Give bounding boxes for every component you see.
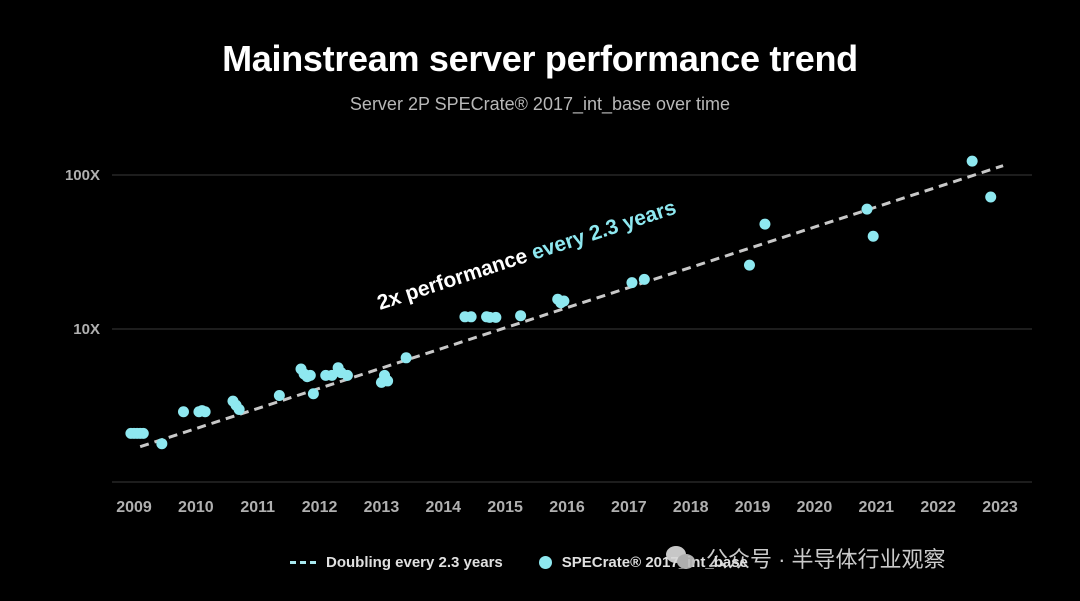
point-layer [125,155,997,450]
data-point [558,295,570,307]
x-tick-label: 2021 [858,499,894,516]
legend: Doubling every 2.3 years SPECrate® 2017_… [290,550,784,574]
data-point [137,427,149,439]
y-tick-label: 10X [73,321,100,338]
data-point [515,310,527,322]
x-tick-label: 2023 [982,499,1018,516]
data-point [177,406,189,418]
data-point [759,218,771,230]
dot-icon [538,555,552,569]
x-tick-label: 2017 [611,499,647,516]
data-point [638,273,650,285]
x-tick-label: 2018 [673,499,709,516]
x-tick-label: 2010 [178,499,214,516]
legend-item-points: SPECrate® 2017_int_base [538,553,748,571]
y-tick-labels: 10X 100X [65,167,100,338]
trend-line [139,164,1004,449]
data-point [490,311,502,323]
data-point [233,404,245,416]
data-point [985,191,997,203]
x-tick-label: 2019 [735,499,771,516]
watermark: 公众号 · 半导体行业观察 [666,538,946,578]
y-tick-label: 100X [65,167,100,184]
chart-subtitle: Server 2P SPECrate® 2017_int_base over t… [349,94,731,114]
trend-annotation: 2x performance every 2.3 years [374,196,679,315]
data-point [966,155,978,167]
grid-layer [112,174,1032,483]
x-tick-label: 2012 [302,499,338,516]
data-point [307,388,319,400]
data-point [743,259,755,271]
data-point [341,369,353,381]
data-point [626,277,638,289]
x-tick-labels: 2009 2010 2011 2012 2013 2014 2015 2016 2017 2018… [116,499,1018,516]
x-tick-label: 2022 [920,499,956,516]
x-tick-label: 2009 [116,499,152,516]
data-point [861,203,873,215]
legend-points-label: SPECrate® 2017_int_base [561,553,748,571]
data-point [156,438,168,450]
annotation-layer: 2x performance every 2.3 years [374,196,679,315]
data-point [273,389,285,401]
x-tick-label: 2015 [487,499,523,516]
legend-trend-label: Doubling every 2.3 years [326,553,503,571]
x-tick-label: 2014 [425,499,461,516]
data-point [465,311,477,323]
x-tick-label: 2016 [549,499,585,516]
data-point [400,352,412,364]
legend-item-trend: Doubling every 2.3 years [290,554,503,571]
x-tick-label: 2020 [797,499,833,516]
annotation-prefix: 2x performance [374,243,535,315]
data-point [326,369,338,381]
dashed-line-icon [290,560,316,564]
data-point [382,375,394,387]
annotation-highlight: every 2.3 years [529,196,679,265]
x-tick-label: 2013 [364,499,400,516]
trend-layer [139,164,1004,449]
data-point [199,406,211,418]
x-tick-label: 2011 [240,499,275,516]
watermark-text: 公众号 · 半导体行业观察 [706,547,946,572]
data-point [304,369,316,381]
wechat-icon [666,546,696,570]
data-point [867,230,879,242]
chart-title: Mainstream server performance trend [222,38,858,79]
